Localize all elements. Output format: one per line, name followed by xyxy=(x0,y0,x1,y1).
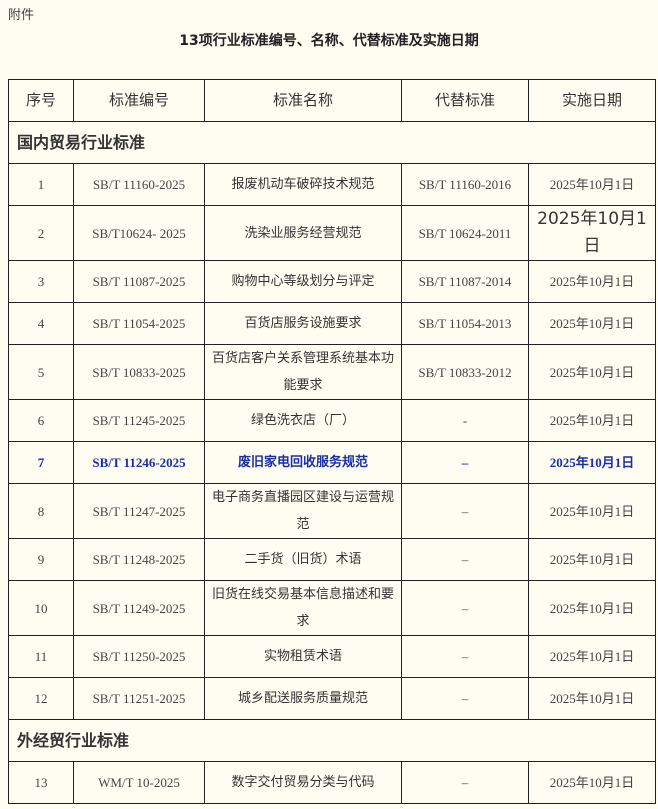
cell-date: 2025年10月1日 xyxy=(528,761,656,804)
cell-name: 实物租赁术语 xyxy=(204,635,402,678)
cell-replaces: SB/T 10833-2012 xyxy=(401,344,529,400)
table-row: 11 SB/T 11250-2025 实物租赁术语 –2025年10月1日 xyxy=(8,635,656,678)
cell-code: WM/T 10-2025 xyxy=(73,761,205,804)
cell-no: 1 xyxy=(8,163,74,206)
section-title: 外经贸行业标准 xyxy=(8,719,656,762)
cell-code: SB/T 11160-2025 xyxy=(73,163,205,206)
cell-name: 二手货（旧货）术语 xyxy=(204,538,402,581)
cell-date: 2025年10月1日 xyxy=(528,163,656,206)
cell-name: 城乡配送服务质量规范 xyxy=(204,677,402,720)
cell-date: 2025年10月1日 xyxy=(528,205,656,261)
cell-replaces: – xyxy=(401,483,529,539)
cell-date: 2025年10月1日 xyxy=(528,677,656,720)
cell-name: 数字交付贸易分类与代码 xyxy=(204,761,402,804)
cell-code: SB/T 11054-2025 xyxy=(73,302,205,345)
cell-date: 2025年10月1日 xyxy=(528,399,656,442)
cell-no: 5 xyxy=(8,344,74,400)
cell-code: SB/T 10833-2025 xyxy=(73,344,205,400)
cell-no: 7 xyxy=(8,441,74,484)
cell-replaces: – xyxy=(401,677,529,720)
table-row: 8 SB/T 11247-2025 电子商务直播园区建设与运营规范 –2025年10月… xyxy=(8,483,656,539)
cell-date: 2025年10月1日 xyxy=(528,635,656,678)
cell-name: 废旧家电回收服务规范 xyxy=(204,441,402,484)
cell-name: 报废机动车破碎技术规范 xyxy=(204,163,402,206)
cell-name: 百货店客户关系管理系统基本功能要求 xyxy=(204,344,402,400)
table-row: 7 SB/T 11246-2025 废旧家电回收服务规范 –2025年10月1日 xyxy=(8,441,656,484)
cell-replaces: SB/T 11160-2016 xyxy=(401,163,529,206)
section-header-row: 外经贸行业标准 xyxy=(8,719,656,762)
cell-name: 洗染业服务经营规范 xyxy=(204,205,402,261)
cell-code: SB/T10624- 2025 xyxy=(73,205,205,261)
attachment-label: 附件 xyxy=(8,8,35,23)
cell-no: 3 xyxy=(8,260,74,303)
cell-no: 8 xyxy=(8,483,74,539)
page-title: 13项行业标准编号、名称、代替标准及实施日期 xyxy=(179,33,479,49)
cell-replaces: – xyxy=(401,538,529,581)
cell-no: 12 xyxy=(8,677,74,720)
cell-replaces: SB/T 11054-2013 xyxy=(401,302,529,345)
cell-code: SB/T 11249-2025 xyxy=(73,580,205,636)
cell-replaces: – xyxy=(401,761,529,804)
cell-no: 11 xyxy=(8,635,74,678)
table-row: 1 SB/T 11160-2025 报废机动车破碎技术规范 SB/T 11160-20… xyxy=(8,163,656,206)
table-row: 10 SB/T 11249-2025 旧货在线交易基本信息描述和要求 –2025年10… xyxy=(8,580,656,636)
cell-no: 10 xyxy=(8,580,74,636)
cell-date: 2025年10月1日 xyxy=(528,580,656,636)
table-row: 13 WM/T 10-2025 数字交付贸易分类与代码 –2025年10月1日 xyxy=(8,761,656,804)
cell-no: 6 xyxy=(8,399,74,442)
cell-date: 2025年10月1日 xyxy=(528,483,656,539)
table-row: 12 SB/T 11251-2025 城乡配送服务质量规范 –2025年10月1日 xyxy=(8,677,656,720)
cell-replaces: - xyxy=(401,399,529,442)
cell-date: 2025年10月1日 xyxy=(528,538,656,581)
cell-code: SB/T 11251-2025 xyxy=(73,677,205,720)
cell-replaces: – xyxy=(401,635,529,678)
column-header-code: 标准编号 xyxy=(73,79,205,122)
cell-date: 2025年10月1日 xyxy=(528,302,656,345)
table-row: 6 SB/T 11245-2025 绿色洗衣店（厂） -2025年10月1日 xyxy=(8,399,656,442)
cell-code: SB/T 11247-2025 xyxy=(73,483,205,539)
cell-name: 电子商务直播园区建设与运营规范 xyxy=(204,483,402,539)
cell-no: 2 xyxy=(8,205,74,261)
cell-code: SB/T 11250-2025 xyxy=(73,635,205,678)
cell-name: 购物中心等级划分与评定 xyxy=(204,260,402,303)
cell-code: SB/T 11087-2025 xyxy=(73,260,205,303)
cell-name: 绿色洗衣店（厂） xyxy=(204,399,402,442)
cell-name: 百货店服务设施要求 xyxy=(204,302,402,345)
cell-code: SB/T 11246-2025 xyxy=(73,441,205,484)
table-row: 9 SB/T 11248-2025 二手货（旧货）术语 –2025年10月1日 xyxy=(8,538,656,581)
cell-no: 4 xyxy=(8,302,74,345)
cell-date: 2025年10月1日 xyxy=(528,260,656,303)
table-row: 5 SB/T 10833-2025 百货店客户关系管理系统基本功能要求 SB/T 10… xyxy=(8,344,656,400)
cell-replaces: SB/T 10624-2011 xyxy=(401,205,529,261)
table-row: 2 SB/T10624- 2025 洗染业服务经营规范 SB/T 10624-2011… xyxy=(8,205,656,261)
cell-code: SB/T 11248-2025 xyxy=(73,538,205,581)
column-header-replaces: 代替标准 xyxy=(401,79,529,122)
table-header-row: 序号 标准编号 标准名称 代替标准 实施日期 xyxy=(8,79,656,122)
table-row: 4 SB/T 11054-2025 百货店服务设施要求 SB/T 11054-2013… xyxy=(8,302,656,345)
section-title: 国内贸易行业标准 xyxy=(8,121,656,164)
cell-no: 13 xyxy=(8,761,74,804)
column-header-name: 标准名称 xyxy=(204,79,402,122)
cell-date: 2025年10月1日 xyxy=(528,344,656,400)
column-header-date: 实施日期 xyxy=(528,79,656,122)
table-row: 3 SB/T 11087-2025 购物中心等级划分与评定 SB/T 11087-20… xyxy=(8,260,656,303)
cell-no: 9 xyxy=(8,538,74,581)
cell-replaces: – xyxy=(401,441,529,484)
standards-table: 序号 标准编号 标准名称 代替标准 实施日期 国内贸易行业标准 1 SB/T 111… xyxy=(8,79,656,804)
cell-replaces: – xyxy=(401,580,529,636)
cell-date: 2025年10月1日 xyxy=(528,441,656,484)
cell-replaces: SB/T 11087-2014 xyxy=(401,260,529,303)
cell-code: SB/T 11245-2025 xyxy=(73,399,205,442)
section-header-row: 国内贸易行业标准 xyxy=(8,121,656,164)
column-header-no: 序号 xyxy=(8,79,74,122)
cell-name: 旧货在线交易基本信息描述和要求 xyxy=(204,580,402,636)
